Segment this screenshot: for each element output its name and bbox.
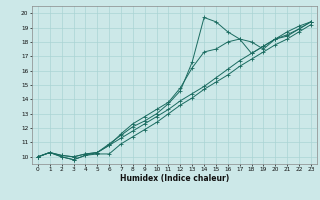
X-axis label: Humidex (Indice chaleur): Humidex (Indice chaleur) xyxy=(120,174,229,183)
